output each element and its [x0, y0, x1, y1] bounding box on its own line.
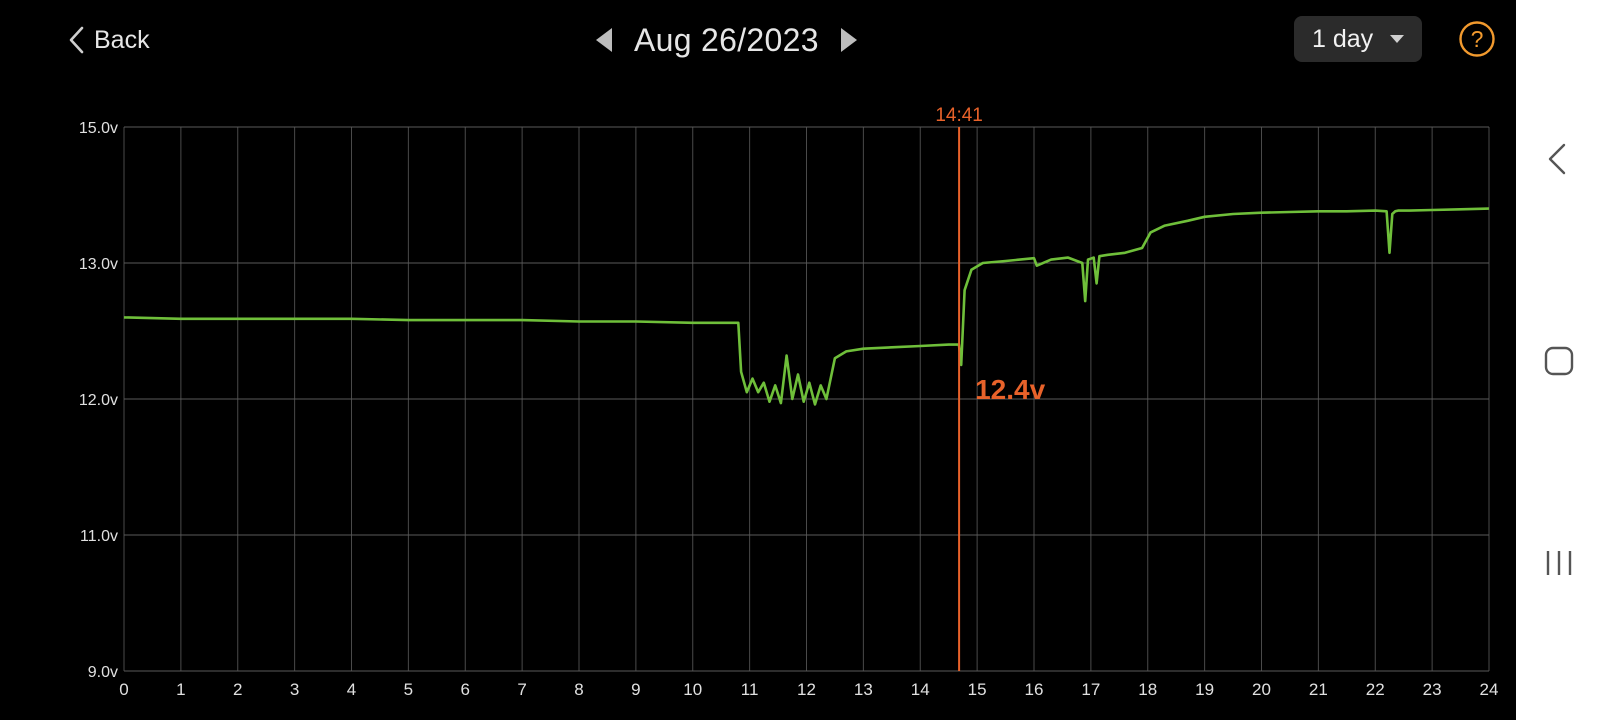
x-axis-ticks: 0 1 2 3 4 5 6 7 8 9 10 11 12 13 14 15 16 17 18 19 20 21 22 23 24 [119, 680, 1498, 699]
x-tick-label: 9 [631, 680, 640, 699]
caret-down-icon [1390, 35, 1404, 43]
x-tick-label: 14 [911, 680, 930, 699]
date-label: Aug 26/2023 [634, 21, 819, 58]
cursor-time-label: 14:41 [935, 105, 983, 126]
y-tick-label: 9.0v [88, 664, 118, 681]
x-tick-label: 5 [404, 680, 413, 699]
x-tick-label: 4 [347, 680, 356, 699]
help-button[interactable]: ? [1458, 20, 1496, 58]
system-back-icon[interactable] [1546, 142, 1568, 176]
y-tick-label: 13.0v [79, 256, 118, 273]
chart-grid [123, 126, 1490, 672]
x-tick-label: 16 [1025, 680, 1044, 699]
x-tick-label: 12 [797, 680, 816, 699]
x-tick-label: 18 [1138, 680, 1157, 699]
next-day-button[interactable] [837, 26, 861, 54]
x-tick-label: 2 [233, 680, 242, 699]
y-tick-label: 15.0v [79, 120, 118, 137]
x-tick-label: 6 [461, 680, 470, 699]
y-axis-ticks: 15.0v 13.0v 12.0v 11.0v 9.0v [79, 120, 118, 681]
triangle-right-icon [840, 28, 857, 52]
y-tick-label: 11.0v [80, 528, 118, 545]
question-circle-icon: ? [1459, 21, 1495, 57]
voltage-series-line [123, 207, 1490, 406]
x-tick-label: 11 [741, 680, 759, 699]
system-recents-icon[interactable] [1544, 548, 1574, 578]
system-navigation-bar [1516, 0, 1600, 720]
previous-day-button[interactable] [592, 26, 616, 54]
back-label: Back [94, 25, 150, 54]
x-tick-label: 20 [1252, 680, 1271, 699]
range-select-label: 1 day [1312, 24, 1374, 53]
x-tick-label: 15 [968, 680, 987, 699]
system-home-icon[interactable] [1544, 346, 1574, 376]
app-screen: Back Aug 26/2023 1 day ? 15.0v 13.0v 12.0v… [0, 0, 1516, 720]
y-tick-label: 12.0v [79, 392, 118, 409]
chevron-left-icon [69, 26, 84, 54]
x-tick-label: 13 [854, 680, 873, 699]
x-tick-label: 7 [517, 680, 526, 699]
x-tick-label: 19 [1195, 680, 1214, 699]
x-tick-label: 10 [683, 680, 702, 699]
triangle-left-icon [596, 28, 612, 52]
x-tick-label: 23 [1423, 680, 1442, 699]
x-tick-label: 22 [1366, 680, 1385, 699]
back-button[interactable]: Back [68, 20, 150, 60]
cursor-value-label: 12.4v [975, 374, 1045, 405]
date-navigator: Aug 26/2023 [592, 18, 861, 62]
svg-text:?: ? [1471, 26, 1484, 52]
x-tick-label: 17 [1081, 680, 1100, 699]
x-tick-label: 3 [290, 680, 299, 699]
x-tick-label: 8 [574, 680, 583, 699]
x-tick-label: 24 [1480, 680, 1499, 699]
x-tick-label: 1 [176, 680, 185, 699]
x-tick-label: 0 [119, 680, 128, 699]
range-select[interactable]: 1 day [1294, 16, 1422, 62]
x-tick-label: 21 [1309, 680, 1328, 699]
